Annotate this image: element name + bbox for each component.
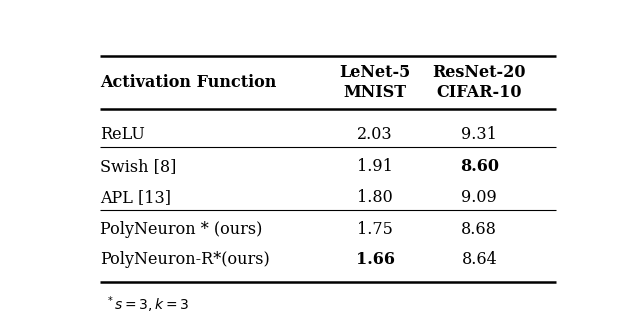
- Text: 9.09: 9.09: [461, 189, 497, 206]
- Text: $^*s = 3, k = 3$: $^*s = 3, k = 3$: [105, 295, 189, 315]
- Text: 1.66: 1.66: [356, 251, 395, 268]
- Text: 8.68: 8.68: [461, 221, 497, 238]
- Text: PolyNeuron-R*(ours): PolyNeuron-R*(ours): [100, 251, 269, 268]
- Text: ResNet-20
CIFAR-10: ResNet-20 CIFAR-10: [433, 64, 526, 101]
- Text: APL [13]: APL [13]: [100, 189, 171, 206]
- Text: 9.31: 9.31: [461, 126, 497, 144]
- Text: 8.64: 8.64: [461, 251, 497, 268]
- Text: 2.03: 2.03: [357, 126, 393, 144]
- Text: ReLU: ReLU: [100, 126, 145, 144]
- Text: Swish [8]: Swish [8]: [100, 157, 176, 175]
- Text: Activation Function: Activation Function: [100, 74, 276, 91]
- Text: 1.75: 1.75: [357, 221, 393, 238]
- Text: LeNet-5
MNIST: LeNet-5 MNIST: [339, 64, 411, 101]
- Text: 1.91: 1.91: [357, 157, 393, 175]
- Text: 8.60: 8.60: [460, 157, 499, 175]
- Text: PolyNeuron * (ours): PolyNeuron * (ours): [100, 221, 262, 238]
- Text: 1.80: 1.80: [357, 189, 393, 206]
